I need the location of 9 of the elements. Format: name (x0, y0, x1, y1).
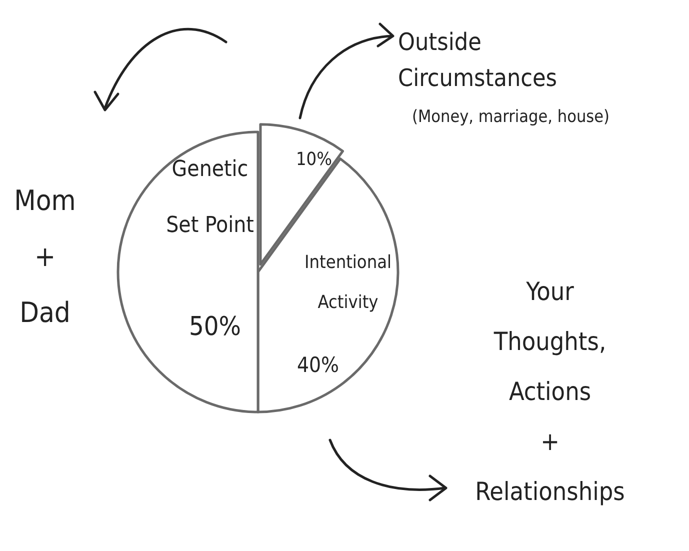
slice-label: Outside Circumstances (398, 28, 558, 92)
text: Mom + Dad (14, 184, 76, 329)
data-label: 50% (189, 312, 241, 342)
text: Your Thoughts, Actions + Relationships (475, 277, 625, 506)
data-label: 10% (296, 149, 332, 170)
slice-label: Intentional Activity (304, 252, 392, 313)
text: (Money, marriage, house) (412, 107, 610, 127)
category-label: Genetic Set Point (166, 157, 254, 238)
data-label: 40% (297, 353, 339, 377)
